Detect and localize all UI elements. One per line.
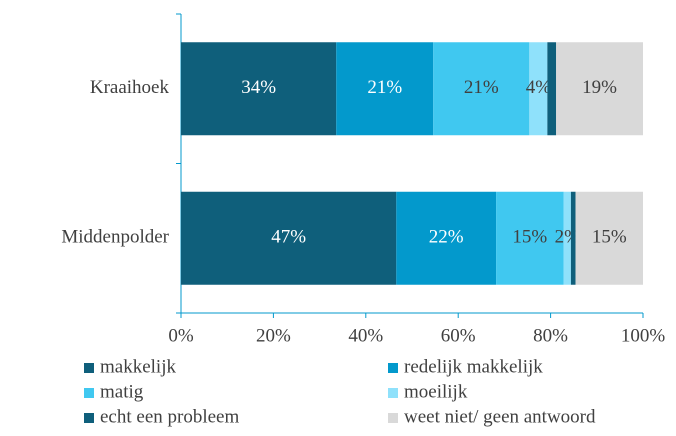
category-label: Middenpolder — [61, 227, 169, 248]
data-label: 21% — [464, 77, 499, 98]
bar-segment — [563, 191, 571, 285]
x-tick-label: 80% — [533, 325, 568, 346]
bar-segment — [336, 42, 434, 136]
x-tick-label: 20% — [256, 325, 291, 346]
data-label: 19% — [582, 77, 617, 98]
legend-label: weet niet/ geen antwoord — [404, 406, 596, 427]
bar-segment — [496, 191, 564, 285]
data-label: 15% — [592, 227, 627, 248]
legend-label: echt een probleem — [100, 406, 239, 427]
bar-segment — [575, 191, 643, 285]
bar-segment — [433, 42, 530, 136]
legend-swatch — [388, 363, 398, 373]
legend-swatch — [388, 388, 398, 398]
bar-segment — [529, 42, 548, 136]
category-label: Kraaihoek — [90, 77, 170, 98]
legend-swatch — [84, 363, 94, 373]
bar-segment — [556, 42, 643, 136]
legend-label: matig — [100, 381, 144, 402]
legend-label: makkelijk — [100, 356, 176, 377]
data-label: 4% — [526, 77, 552, 98]
bar-segment — [570, 191, 576, 285]
x-tick-label: 100% — [621, 325, 666, 346]
x-tick-label: 60% — [441, 325, 476, 346]
bar-segment — [181, 42, 337, 136]
bar-segment — [181, 191, 397, 285]
legend-swatch — [388, 413, 398, 423]
data-label: 22% — [429, 227, 464, 248]
legend-swatch — [84, 413, 94, 423]
data-label: 34% — [241, 77, 276, 98]
data-label: 21% — [367, 77, 402, 98]
data-label: 15% — [512, 227, 547, 248]
data-label: 47% — [271, 227, 306, 248]
legend-label: moeilijk — [404, 381, 468, 402]
x-tick-label: 40% — [348, 325, 383, 346]
bar-segment — [547, 42, 557, 136]
bar-segment — [396, 191, 497, 285]
x-tick-label: 0% — [168, 325, 194, 346]
legend-swatch — [84, 388, 94, 398]
legend-label: redelijk makkelijk — [404, 356, 543, 377]
